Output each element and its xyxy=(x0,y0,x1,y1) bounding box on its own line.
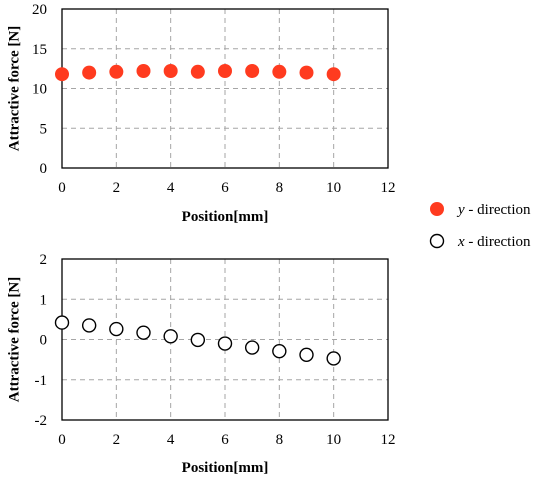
data-point-top-6 xyxy=(218,64,232,79)
legend: y - direction x - direction xyxy=(429,202,531,250)
plot-frame xyxy=(61,258,389,421)
data-point-bottom-4 xyxy=(163,329,178,344)
x-tick-label: 2 xyxy=(113,432,121,448)
data-point-bottom-10 xyxy=(326,351,341,366)
legend-suffix-y: - direction xyxy=(465,202,531,218)
y-tick-label: -1 xyxy=(35,373,48,389)
x-tick-label: 4 xyxy=(167,432,175,448)
data-point-top-5 xyxy=(190,64,205,79)
data-point-top-7 xyxy=(245,64,260,79)
x-tick-label: 4 xyxy=(167,180,175,196)
chart-top: 0 2 4 6 8 10 12 0 5 10 15 20 Position[mm] Attractive … xyxy=(6,2,395,225)
y-tick-label: -2 xyxy=(35,413,48,429)
data-point-bottom-5 xyxy=(190,332,206,348)
plot-frame xyxy=(61,8,389,169)
x-tick-label: 10 xyxy=(326,180,341,196)
legend-item-x-direction: x - direction xyxy=(429,233,531,250)
x-tick-label: 10 xyxy=(326,432,341,448)
y-axis-title: Attractive force [N] xyxy=(6,277,22,402)
legend-item-y-direction: y - direction xyxy=(430,202,531,218)
legend-marker-x-direction xyxy=(429,233,445,249)
data-point-top-8 xyxy=(272,64,287,79)
legend-marker-y-direction xyxy=(430,202,444,216)
y-axis-title: Attractive force [N] xyxy=(6,26,22,151)
data-point-top-10 xyxy=(326,67,341,82)
data-point-bottom-8 xyxy=(272,343,287,359)
legend-var-x: x xyxy=(457,234,465,250)
data-point-bottom-2 xyxy=(109,321,124,337)
data-point-top-9 xyxy=(299,65,314,80)
data-point-top-2 xyxy=(109,64,124,79)
data-point-top-3 xyxy=(136,64,151,79)
data-point-top-4 xyxy=(163,64,178,79)
legend-label-y-direction: y - direction xyxy=(456,202,531,218)
x-tick-label: 0 xyxy=(58,432,66,448)
y-tick-label: 20 xyxy=(32,2,47,18)
x-tick-label: 8 xyxy=(276,432,284,448)
data-point-bottom-6 xyxy=(217,336,233,351)
data-point-bottom-0 xyxy=(54,315,70,330)
y-tick-label: 5 xyxy=(40,121,48,137)
legend-var-y: y xyxy=(456,202,465,218)
x-tick-label: 6 xyxy=(221,180,229,196)
x-tick-label: 8 xyxy=(276,180,284,196)
y-tick-label: 1 xyxy=(40,292,48,308)
y-tick-label: 2 xyxy=(40,252,48,268)
x-tick-label: 12 xyxy=(381,180,396,196)
y-tick-label: 10 xyxy=(32,82,47,98)
x-axis-title: Position[mm] xyxy=(182,460,269,476)
y-tick-label: 0 xyxy=(40,161,48,177)
legend-suffix-x: - direction xyxy=(465,234,531,250)
data-point-bottom-1 xyxy=(81,318,97,333)
data-point-top-1 xyxy=(82,65,97,80)
legend-label-x-direction: x - direction xyxy=(457,234,531,250)
y-tick-label: 0 xyxy=(40,333,48,349)
x-tick-label: 6 xyxy=(221,432,229,448)
data-point-top-0 xyxy=(55,67,69,82)
data-point-bottom-3 xyxy=(136,325,151,340)
x-tick-label: 12 xyxy=(381,432,396,448)
data-point-bottom-9 xyxy=(299,347,314,362)
x-axis-title: Position[mm] xyxy=(182,209,269,225)
y-tick-label: 15 xyxy=(32,42,47,58)
x-tick-label: 2 xyxy=(113,180,121,196)
data-point-bottom-7 xyxy=(244,340,260,355)
x-tick-label: 0 xyxy=(58,180,66,196)
